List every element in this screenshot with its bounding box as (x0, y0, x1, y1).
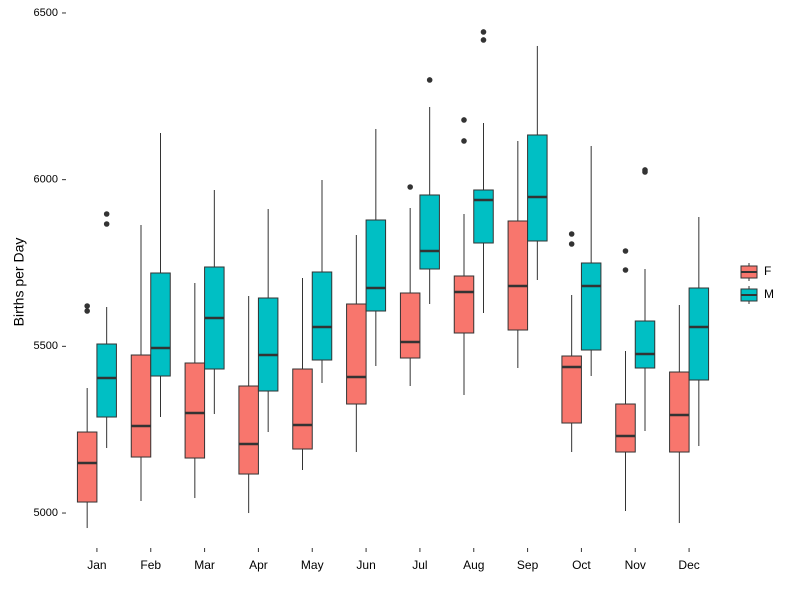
y-tick-label: 5000 (34, 507, 58, 519)
box (634, 320, 656, 369)
legend-label: M (764, 287, 774, 301)
outlier (426, 77, 433, 83)
y-tick-label: 6500 (34, 7, 58, 19)
outlier (461, 117, 467, 123)
y-tick-label: 5500 (34, 340, 58, 352)
outlier (568, 241, 575, 247)
box (365, 219, 387, 312)
box (184, 362, 206, 459)
x-tick-label: Jul (412, 558, 427, 572)
box (96, 343, 117, 418)
x-tick-label: Oct (572, 558, 591, 572)
box (150, 272, 171, 377)
x-tick-label: Apr (249, 558, 268, 572)
outlier (480, 37, 487, 43)
outlier (103, 211, 110, 217)
x-tick-label: May (301, 558, 324, 572)
legend-label: F (764, 264, 771, 278)
box (399, 292, 421, 359)
outlier (642, 169, 648, 175)
x-tick-label: Nov (625, 558, 646, 572)
box (292, 368, 313, 450)
box (527, 134, 548, 242)
box (507, 220, 529, 331)
x-tick-label: Jun (356, 558, 375, 572)
box (419, 194, 440, 270)
outlier (461, 138, 467, 144)
x-tick-label: Mar (194, 558, 215, 572)
outlier (407, 184, 413, 190)
box (76, 431, 98, 503)
x-tick-label: Aug (463, 558, 484, 572)
box (346, 303, 367, 405)
x-tick-label: Sep (517, 558, 539, 572)
y-axis-label: Births per Day (11, 238, 27, 327)
box (130, 354, 152, 458)
box (580, 262, 602, 351)
x-tick-label: Feb (140, 558, 161, 572)
outlier (568, 231, 575, 237)
box (615, 403, 636, 453)
outlier (84, 303, 90, 309)
box (257, 297, 279, 392)
outlier (84, 308, 90, 314)
outlier (103, 221, 110, 227)
outlier (622, 267, 629, 273)
box (238, 385, 259, 475)
box (669, 371, 690, 453)
box (311, 271, 333, 361)
x-tick-label: Jan (87, 558, 106, 572)
outlier (480, 29, 487, 35)
outlier (622, 248, 629, 254)
x-tick-label: Dec (678, 558, 699, 572)
box (688, 287, 710, 381)
box (453, 275, 475, 334)
box (561, 355, 582, 424)
y-tick-label: 6000 (34, 174, 58, 186)
box (473, 189, 494, 244)
